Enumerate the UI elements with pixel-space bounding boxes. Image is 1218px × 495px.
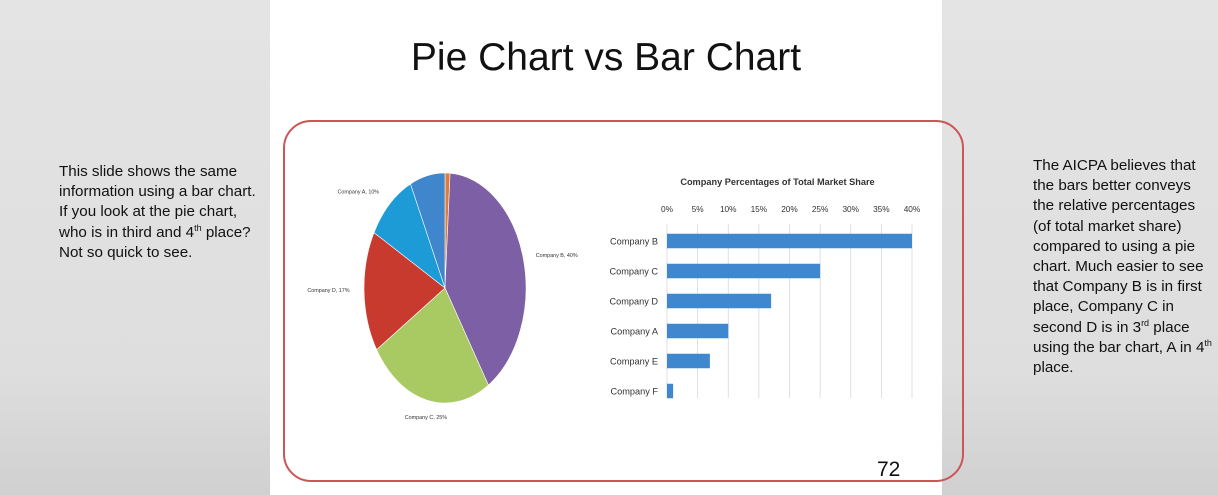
x-tick-label: 15%	[751, 204, 768, 214]
x-tick-label: 5%	[692, 204, 705, 214]
pie-data-label: Company B, 40%	[536, 253, 578, 259]
left-note: This slide shows the same information us…	[59, 162, 259, 263]
x-tick-label: 25%	[812, 204, 829, 214]
bar-chart: Company Percentages of Total Market Shar…	[609, 177, 921, 399]
pie-data-label: Company A, 10%	[337, 189, 379, 195]
bar	[667, 263, 821, 279]
x-tick-label: 0%	[661, 204, 674, 214]
y-category-label: Company F	[611, 387, 659, 397]
y-category-label: Company B	[610, 237, 658, 247]
right-note: The AICPA believes that the bars better …	[1033, 156, 1213, 378]
left-note-paragraph-1: This slide shows the same information us…	[59, 163, 256, 201]
highlight-frame	[283, 120, 964, 482]
y-category-label: Company D	[609, 297, 658, 307]
slide-title: Pie Chart vs Bar Chart	[410, 36, 802, 79]
pie-chart: Company F, 1%Company B, 40%Company C, 25…	[307, 172, 578, 421]
y-category-label: Company E	[610, 357, 658, 367]
pie-slice	[444, 172, 527, 386]
bar-chart-title: Company Percentages of Total Market Shar…	[680, 177, 874, 187]
left-note-text-a: If you look at the pie chart, who is in …	[59, 203, 238, 241]
right-note-text-1: The AICPA believes that the bars better …	[1033, 157, 1204, 336]
bar	[667, 323, 729, 339]
bar	[667, 293, 772, 309]
pie-slice	[373, 183, 446, 289]
bar	[667, 383, 674, 399]
right-note-sup-1: rd	[1141, 317, 1150, 328]
left-note-text-b: place? Not so quick to see.	[59, 223, 251, 261]
pie-data-label: Company D, 17%	[307, 288, 349, 294]
x-tick-label: 35%	[873, 204, 890, 214]
pie-slice	[410, 172, 446, 289]
x-tick-label: 20%	[781, 204, 798, 214]
pie-data-label: Company C, 25%	[405, 415, 447, 421]
page-number: 72	[877, 458, 901, 481]
x-tick-label: 10%	[720, 204, 737, 214]
pie-slice	[376, 287, 489, 404]
y-category-label: Company A	[611, 327, 659, 337]
right-note-text-3: place.	[1033, 359, 1074, 377]
pie-slice	[363, 232, 446, 351]
left-note-paragraph-2: If you look at the pie chart, who is in …	[59, 202, 259, 263]
bar	[667, 353, 710, 369]
y-category-label: Company C	[609, 267, 658, 277]
x-tick-label: 40%	[904, 204, 921, 214]
left-panel	[0, 0, 270, 495]
right-panel	[942, 0, 1218, 495]
x-tick-label: 30%	[842, 204, 859, 214]
slide: Pie Chart vs Bar Chart Company F, 1%Comp…	[270, 0, 964, 495]
bar	[667, 233, 912, 249]
left-note-sup: th	[194, 222, 202, 233]
right-note-text-2: place using the bar chart, A in 4	[1033, 318, 1205, 356]
right-note-sup-2: th	[1204, 337, 1212, 348]
